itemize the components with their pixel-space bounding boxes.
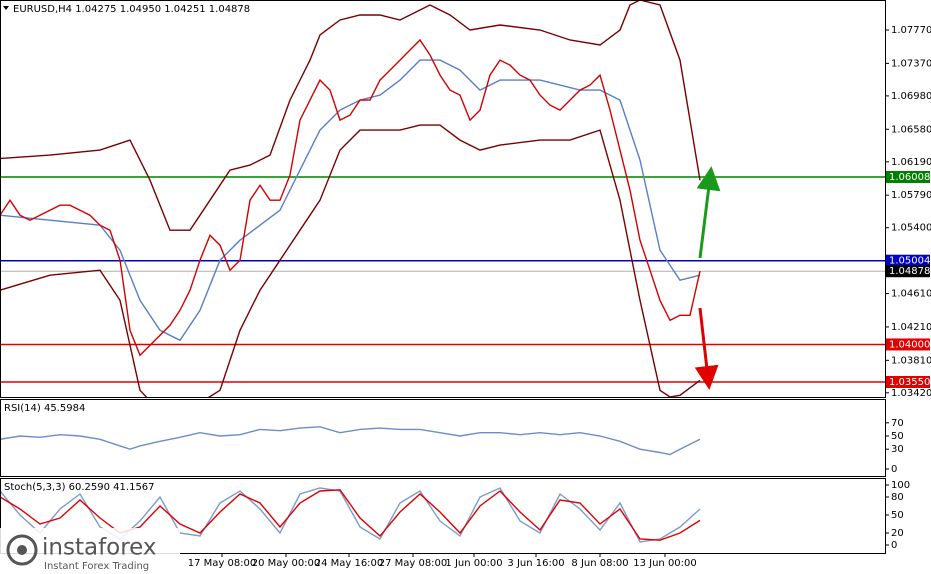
brand: instaforex [42,535,157,561]
y-tick-label: 1.07370 [891,58,931,69]
y-tick-label: 1.03810 [891,355,931,366]
x-tick-label: 3 Jun 16:00 [507,558,564,569]
x-tick-label: 24 May 16:00 [315,558,384,569]
panel-title: EURUSD,H4 1.04275 1.04950 1.04251 1.0487… [13,4,250,15]
y-tick-label: 100 [891,480,910,491]
y-tick-label: 1.04210 [891,322,931,333]
series-line [1,124,701,397]
level-label: 1.05004 [889,256,930,267]
y-tick-label: 1.06580 [891,124,931,135]
series-line [1,59,701,342]
y-tick-label: 1.06190 [891,157,931,168]
panel-frame [0,0,886,398]
x-tick-label: 27 May 08:00 [379,558,448,569]
y-tick-label: 50 [891,431,904,442]
level-label-box [886,338,930,351]
x-tick-label: 8 Jun 08:00 [571,558,628,569]
plot-area [1,426,701,456]
y-tick-label: 1.04610 [891,289,931,300]
y-tick-label: 80 [891,492,904,503]
level-label: 1.03550 [889,377,930,388]
current-price-box [886,265,930,278]
y-tick-label: 50 [891,510,904,521]
menu-icon [3,6,9,10]
level-label-box [886,170,930,183]
tagline: Instant Forex Trading [44,561,149,572]
plot-area [1,1,885,397]
level-label: 1.04000 [889,339,930,350]
panel-frame [0,399,886,477]
series-line [1,426,701,456]
x-tick-label: 13 Jun 00:00 [633,558,697,569]
series-line [1,1,701,231]
level-label-box [886,254,930,267]
panel-title: Stoch(5,3,3) 60.2590 41.1567 [4,482,155,493]
y-tick-label: 20 [891,528,904,539]
level-label-box [886,375,930,388]
logo-icon [6,534,38,566]
logo-dot [17,545,27,555]
down-arrow [694,307,719,390]
y-tick-label: 1.03420 [891,388,931,399]
panel-title: RSI(14) 45.5984 [4,403,85,414]
y-tick-label: 1.06980 [891,91,931,102]
y-tick-label: 70 [891,418,904,429]
x-tick-label: 17 May 08:00 [188,558,257,569]
watermark-bg [0,528,180,574]
series-line [1,38,701,357]
x-tick-label: 1 Jun 00:00 [445,558,502,569]
y-tick-label: 30 [891,444,904,455]
level-label: 1.06008 [889,172,930,183]
y-tick-label: 1.05400 [891,223,931,234]
y-tick-label: 0 [891,540,897,551]
y-tick-label: 0 [891,464,897,475]
y-tick-label: 1.07770 [891,25,931,36]
x-tick-label: 20 May 00:00 [252,558,321,569]
current-price-label: 1.04878 [889,266,930,277]
up-arrow [696,166,721,259]
y-tick-label: 1.05790 [891,190,931,201]
